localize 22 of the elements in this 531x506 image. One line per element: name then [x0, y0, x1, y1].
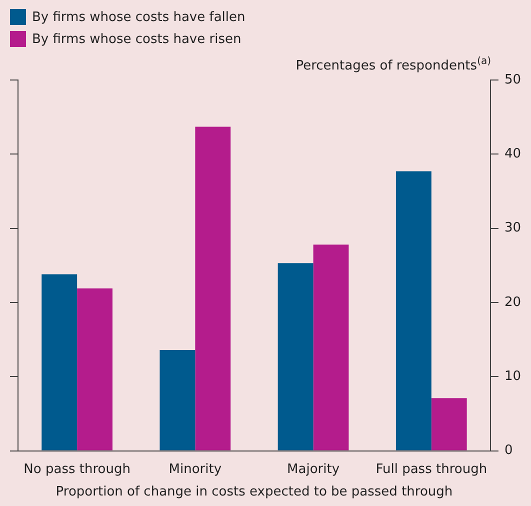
legend-label: By firms whose costs have fallen — [32, 10, 246, 24]
x-axis-title: Proportion of change in costs expected to be passed through — [56, 484, 453, 500]
x-tick-label: Full pass through — [376, 462, 488, 477]
bar — [396, 171, 432, 450]
y-tick-label: 40 — [504, 146, 522, 162]
y-tick-label: 20 — [504, 294, 522, 310]
y-tick-label: 30 — [504, 220, 522, 236]
y-tick-label: 0 — [504, 443, 513, 458]
x-tick-label: Minority — [168, 462, 222, 477]
x-tick-label: No pass through — [24, 462, 130, 477]
bar — [77, 288, 112, 450]
bar — [313, 244, 349, 450]
y-axis-title: Percentages of respondents$^{(a)}$ — [296, 56, 491, 74]
x-tick-label: Majority — [287, 462, 340, 477]
y-tick-label: 10 — [504, 369, 522, 384]
bar — [42, 274, 78, 450]
bar — [195, 126, 231, 450]
legend-label: By firms whose costs have risen — [32, 32, 242, 46]
bar — [278, 263, 314, 450]
y-tick-label: 50 — [504, 72, 522, 88]
bar — [431, 398, 467, 450]
bar — [160, 350, 196, 450]
